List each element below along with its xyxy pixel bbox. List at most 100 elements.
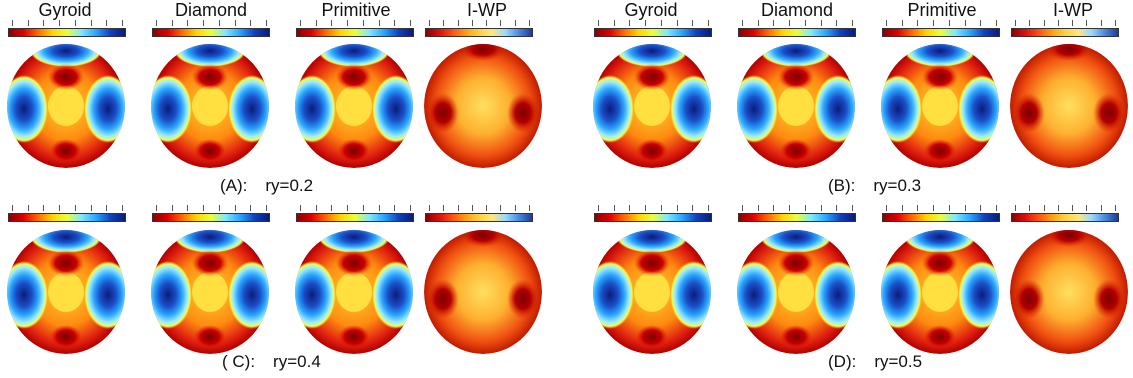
- colorbar-ticks: [425, 20, 533, 30]
- panel-a: Gyroid Diamond Primitive I-WP: [0, 0, 560, 189]
- left-blue-lobe: [295, 261, 336, 329]
- tick-mark: [692, 205, 693, 211]
- caption-d: (D): ry=0.5: [828, 352, 922, 372]
- tick-mark: [821, 20, 822, 26]
- top-blue-lobe: [174, 230, 246, 253]
- caption-label: (A):: [220, 176, 248, 195]
- tick-mark: [852, 205, 853, 211]
- tick-mark: [331, 205, 332, 211]
- colorbar-primitive: [882, 28, 1000, 37]
- sphere-primitive: [881, 44, 999, 168]
- caption-label: (B):: [828, 176, 856, 195]
- tick-mark: [266, 205, 267, 211]
- sphere-iwp: [1010, 44, 1128, 168]
- tick-mark: [300, 205, 301, 211]
- top-blue-lobe: [30, 230, 102, 253]
- tick-mark: [1086, 205, 1087, 211]
- tick-mark: [529, 205, 530, 211]
- tick-mark: [917, 20, 918, 26]
- left-blue-lobe: [737, 261, 778, 329]
- colorbar-ticks: [594, 20, 712, 30]
- left-dark-spot: [427, 93, 459, 133]
- tick-mark: [316, 205, 317, 211]
- tick-mark: [614, 20, 615, 26]
- sphere-primitive: [881, 230, 999, 354]
- tick-mark: [172, 20, 173, 26]
- colorbar-ticks: [296, 20, 414, 30]
- tick-mark: [363, 20, 364, 26]
- tick-mark: [614, 205, 615, 211]
- tick-mark: [1029, 205, 1030, 211]
- colorbar-diamond: [738, 28, 856, 37]
- right-blue-lobe: [372, 261, 413, 329]
- center-yellow-patch: [634, 86, 670, 126]
- right-blue-lobe: [228, 75, 269, 143]
- tick-mark: [1015, 205, 1016, 211]
- top-blue-lobe: [616, 44, 688, 67]
- sphere-diamond: [151, 230, 269, 354]
- tick-mark: [156, 20, 157, 26]
- tick-mark: [1115, 20, 1116, 26]
- upper-red-spot: [48, 250, 84, 276]
- tick-mark: [12, 205, 13, 211]
- center-yellow-patch: [336, 272, 372, 312]
- right-blue-lobe: [670, 261, 711, 329]
- colorbar-diamond: [152, 213, 270, 222]
- center-yellow-patch: [48, 272, 84, 312]
- tick-mark: [661, 20, 662, 26]
- tick-mark: [996, 205, 997, 211]
- colorbar-ticks: [1011, 20, 1119, 30]
- tick-mark: [708, 205, 709, 211]
- lower-red-spot: [924, 139, 956, 163]
- center-yellow-patch: [192, 86, 228, 126]
- tick-mark: [980, 205, 981, 211]
- left-blue-lobe: [593, 261, 634, 329]
- lower-red-spot: [780, 325, 812, 349]
- lower-red-spot: [50, 325, 82, 349]
- lower-red-spot: [338, 139, 370, 163]
- colorbar-diamond: [152, 28, 270, 37]
- tick-mark: [187, 20, 188, 26]
- tick-mark: [91, 20, 92, 26]
- sphere-diamond: [737, 44, 855, 168]
- colorbar-primitive: [296, 213, 414, 222]
- tick-mark: [789, 20, 790, 26]
- colorbar-ticks: [882, 205, 1000, 215]
- tick-mark: [1044, 205, 1045, 211]
- colorbar-ticks: [152, 205, 270, 215]
- colorbar-ticks: [152, 20, 270, 30]
- tick-mark: [1058, 20, 1059, 26]
- sphere-primitive: [295, 44, 413, 168]
- right-blue-lobe: [372, 75, 413, 143]
- tick-mark: [629, 205, 630, 211]
- colorbar-primitive: [882, 213, 1000, 222]
- left-dark-spot: [427, 279, 459, 319]
- upper-red-spot: [336, 64, 372, 90]
- colorbar-iwp: [425, 28, 533, 37]
- top-blue-lobe: [904, 44, 976, 67]
- top-blue-lobe: [616, 230, 688, 253]
- tick-mark: [394, 205, 395, 211]
- tick-mark: [836, 20, 837, 26]
- tick-mark: [219, 20, 220, 26]
- tick-mark: [661, 205, 662, 211]
- sphere-primitive: [295, 230, 413, 354]
- caption-value: ry=0.3: [873, 176, 922, 195]
- column-title-gyroid: Gyroid: [38, 0, 92, 20]
- caption-value: ry=0.2: [265, 176, 314, 195]
- tick-mark: [187, 205, 188, 211]
- upper-red-spot: [634, 250, 670, 276]
- upper-red-spot: [336, 250, 372, 276]
- colorbar-ticks: [8, 205, 126, 215]
- center-yellow-patch: [192, 272, 228, 312]
- top-blue-lobe: [760, 44, 832, 67]
- right-dark-spot: [1093, 279, 1125, 319]
- lower-red-spot: [636, 139, 668, 163]
- caption-value: ry=0.5: [874, 352, 923, 371]
- tick-mark: [933, 205, 934, 211]
- tick-mark: [965, 20, 966, 26]
- sphere-diamond: [737, 230, 855, 354]
- left-dark-spot: [1013, 93, 1045, 133]
- colorbar-primitive: [296, 28, 414, 37]
- tick-mark: [486, 205, 487, 211]
